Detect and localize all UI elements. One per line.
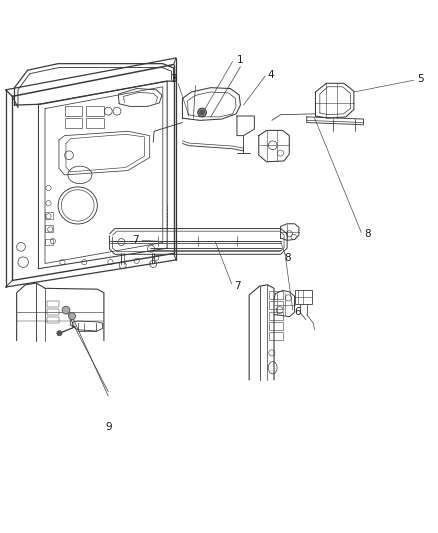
Bar [47,301,59,306]
Bar [268,292,283,299]
Circle shape [68,313,75,320]
Bar [86,118,104,128]
Bar [64,107,82,116]
Bar [64,118,82,128]
Text: 9: 9 [105,422,111,432]
Bar [268,312,283,320]
Bar [294,289,311,304]
Text: 7: 7 [233,281,240,291]
Circle shape [62,306,70,314]
Bar [45,239,53,245]
Text: 7: 7 [132,236,139,245]
Circle shape [199,110,204,115]
Text: 6: 6 [294,308,300,317]
Text: 5: 5 [416,74,423,84]
Circle shape [197,108,206,117]
Bar [86,107,104,116]
Text: 1: 1 [237,55,243,65]
Bar [268,332,283,340]
Circle shape [57,330,62,336]
Bar [45,225,53,232]
Bar [47,309,59,316]
Text: 8: 8 [283,253,290,263]
Text: 8: 8 [364,229,370,239]
Bar [47,317,59,323]
Text: 3: 3 [170,74,177,84]
Bar [268,301,283,309]
Text: 4: 4 [267,70,274,79]
Bar [45,213,53,219]
Bar [268,322,283,330]
